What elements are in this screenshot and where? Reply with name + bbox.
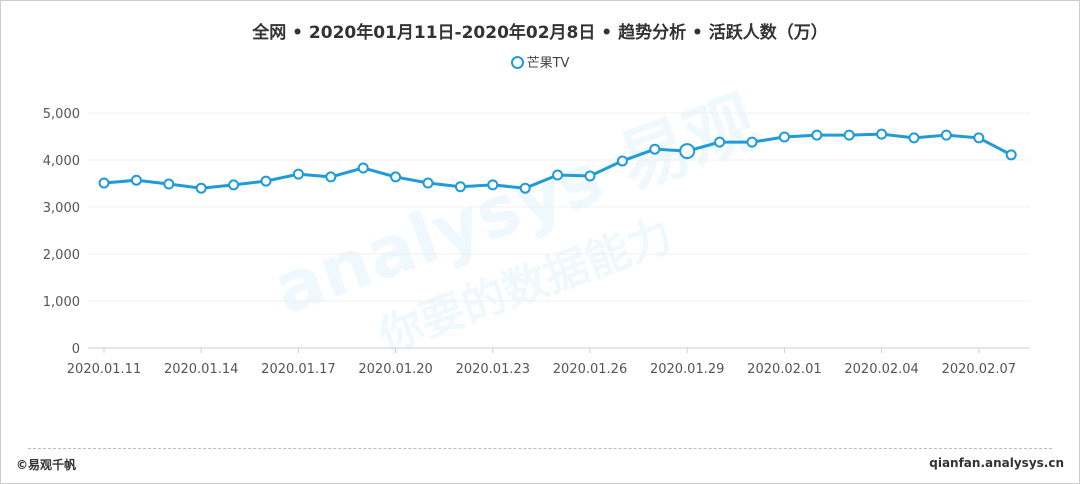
- data-point: [584, 170, 596, 182]
- legend-marker-icon: [510, 56, 524, 69]
- data-point: [940, 129, 952, 141]
- data-point: [228, 179, 240, 191]
- data-point: [908, 132, 920, 144]
- data-point: [454, 181, 466, 193]
- x-tick-label: 2020.01.26: [553, 362, 627, 377]
- data-point: [843, 129, 855, 141]
- y-tick-label: 2,000: [43, 248, 80, 263]
- data-point: [357, 162, 369, 174]
- footer-copyright: ©易观千帆: [16, 458, 77, 472]
- data-point: [422, 177, 434, 189]
- data-point: [714, 136, 726, 148]
- x-tick-label: 2020.01.20: [358, 362, 432, 377]
- data-point: [649, 143, 661, 155]
- x-tick-label: 2020.01.11: [67, 362, 141, 377]
- data-point: [973, 132, 985, 144]
- x-tick-label: 2020.02.07: [942, 362, 1016, 377]
- x-tick-label: 2020.01.17: [261, 362, 335, 377]
- data-point: [616, 155, 628, 167]
- y-tick-label: 5,000: [43, 107, 80, 122]
- data-point: [325, 171, 337, 183]
- data-point: [195, 182, 207, 194]
- data-point: [746, 136, 758, 148]
- data-point: [679, 143, 696, 160]
- y-tick-label: 0: [72, 342, 80, 357]
- data-point: [519, 182, 531, 194]
- y-tick-label: 1,000: [43, 295, 80, 310]
- data-point: [487, 179, 499, 191]
- data-point: [163, 178, 175, 190]
- data-point: [292, 168, 304, 180]
- data-point: [811, 129, 823, 141]
- legend[interactable]: 芒果TV: [0, 52, 1080, 71]
- chart-title: 全网 • 2020年01月11日-2020年02月8日 • 趋势分析 • 活跃人…: [252, 23, 828, 43]
- footer-url[interactable]: qianfan.analysys.cn: [929, 456, 1064, 470]
- data-point: [552, 169, 564, 181]
- x-tick-label: 2020.02.04: [844, 362, 918, 377]
- y-tick-label: 4,000: [43, 154, 80, 169]
- data-point: [130, 174, 142, 186]
- data-point: [876, 128, 888, 140]
- data-point: [1005, 149, 1017, 161]
- data-point: [260, 175, 272, 187]
- x-tick-label: 2020.01.14: [164, 362, 238, 377]
- data-point: [98, 177, 110, 189]
- y-tick-label: 3,000: [43, 201, 80, 216]
- data-point: [390, 171, 402, 183]
- x-tick-label: 2020.01.29: [650, 362, 724, 377]
- x-tick-label: 2020.02.01: [747, 362, 821, 377]
- data-point: [778, 131, 790, 143]
- divider: [28, 448, 1052, 449]
- legend-label: 芒果TV: [526, 56, 570, 71]
- x-tick-label: 2020.01.23: [456, 362, 530, 377]
